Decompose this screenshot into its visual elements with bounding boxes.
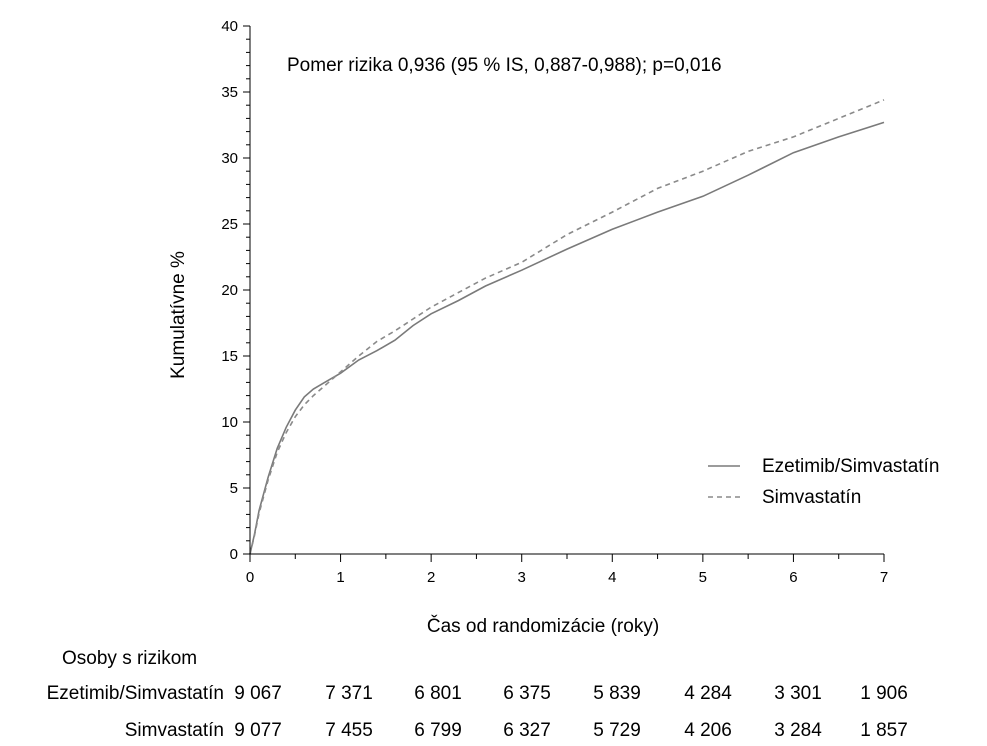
y-tick-label: 40: [221, 18, 238, 35]
y-tick-label: 35: [221, 84, 238, 101]
hazard-ratio-annotation: Pomer rizika 0,936 (95 % IS, 0,887-0,988…: [287, 55, 722, 76]
at-risk-cell: 1 906: [860, 683, 908, 704]
y-tick-label: 20: [221, 282, 238, 299]
at-risk-cell: 6 375: [503, 683, 551, 704]
at-risk-row-label: Simvastatín: [124, 720, 224, 741]
at-risk-cell: 6 327: [503, 720, 551, 741]
at-risk-cell: 9 067: [234, 683, 282, 704]
y-tick-label: 0: [230, 546, 238, 563]
at-risk-row-label: Ezetimib/Simvastatín: [46, 683, 224, 704]
x-axis-title: Čas od randomizácie (roky): [427, 615, 659, 637]
y-tick-label: 25: [221, 216, 238, 233]
y-tick-label: 15: [221, 348, 238, 365]
x-tick-label: 4: [608, 569, 616, 586]
x-axis: 0 1 2 3 4 5 6 7: [246, 553, 888, 586]
x-tick-label: 2: [427, 569, 435, 586]
y-tick-label: 5: [230, 480, 238, 497]
y-axis-title: Kumulatívne %: [168, 251, 189, 379]
at-risk-cell: 5 729: [593, 720, 641, 741]
series-line-0: [249, 121, 885, 555]
legend-label-ezetimib: Ezetimib/Simvastatín: [762, 456, 939, 477]
at-risk-cell: 6 799: [414, 720, 462, 741]
legend: Ezetimib/Simvastatín Simvastatín: [708, 456, 939, 508]
legend-label-simvastatin: Simvastatín: [762, 487, 861, 508]
y-axis: 0 5 10 15 20 25 30 35 40: [221, 18, 251, 563]
at-risk-cell: 7 371: [325, 683, 373, 704]
at-risk-cell: 3 301: [774, 683, 822, 704]
x-tick-label: 1: [336, 569, 344, 586]
at-risk-header: Osoby s rizikom: [62, 648, 198, 669]
x-tick-label: 7: [880, 569, 888, 586]
at-risk-row-simvastatin: Simvastatín 9 077 7 455 6 799 6 327 5 72…: [0, 720, 987, 746]
at-risk-cell: 5 839: [593, 683, 641, 704]
at-risk-cell: 4 284: [684, 683, 732, 704]
plot-lines: [249, 99, 885, 555]
at-risk-row-ezetimib: Ezetimib/Simvastatín 9 067 7 371 6 801 6…: [0, 683, 987, 709]
at-risk-cell: 1 857: [860, 720, 908, 741]
x-tick-label: 3: [518, 569, 526, 586]
at-risk-cell: 3 284: [774, 720, 822, 741]
at-risk-table: Osoby s rizikom Ezetimib/Simvastatín 9 0…: [0, 648, 987, 741]
series-line-1: [249, 99, 885, 555]
y-tick-label: 30: [221, 150, 238, 167]
at-risk-cell: 6 801: [414, 683, 462, 704]
x-tick-label: 5: [699, 569, 707, 586]
at-risk-cell: 9 077: [234, 720, 282, 741]
at-risk-cell: 7 455: [325, 720, 373, 741]
x-tick-label: 6: [789, 569, 797, 586]
x-tick-label: 0: [246, 569, 254, 586]
y-tick-label: 10: [221, 414, 238, 431]
at-risk-cell: 4 206: [684, 720, 732, 741]
